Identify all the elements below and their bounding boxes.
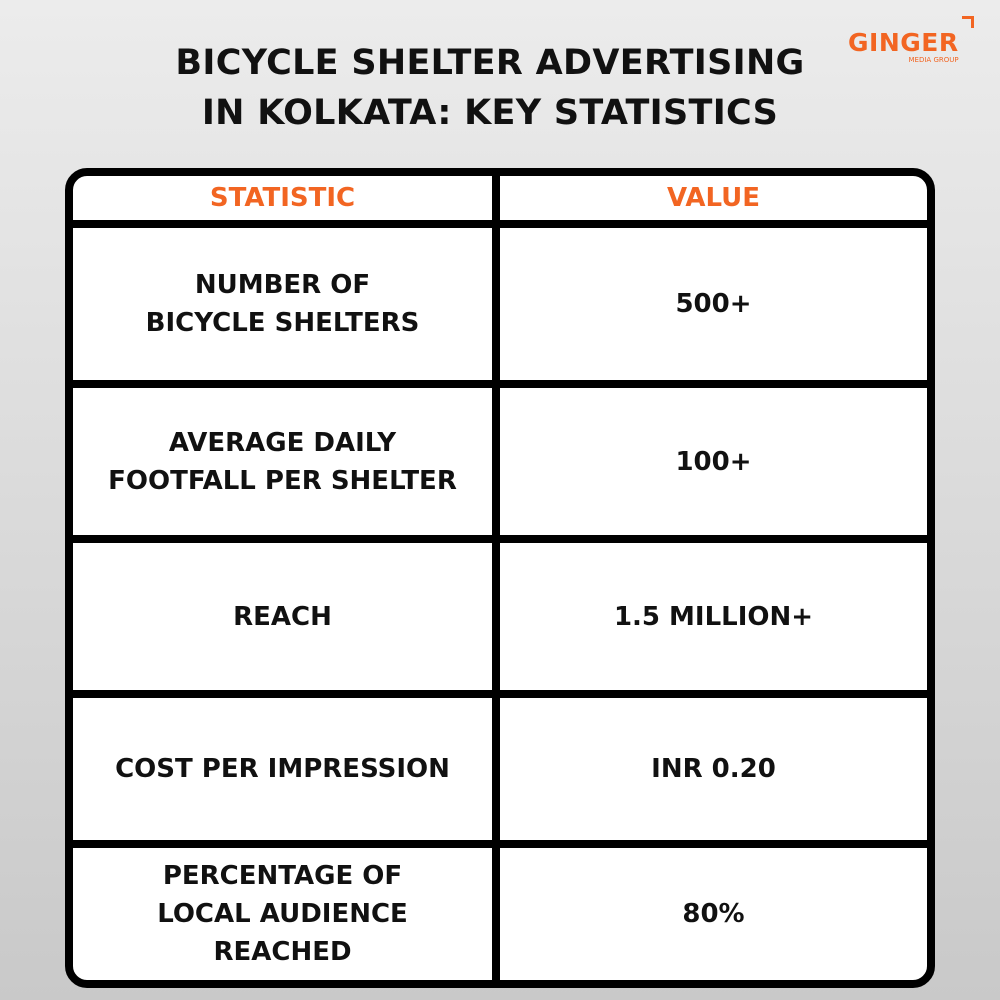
column-header: STATISTIC — [73, 176, 500, 220]
cell-line: 80% — [682, 899, 745, 929]
logo: GINGER MEDIA GROUP — [848, 16, 974, 65]
cell-line: AVERAGE DAILY — [168, 427, 397, 458]
table-row: PERCENTAGE OF LOCAL AUDIENCE REACHED 80% — [73, 840, 927, 980]
logo-icon — [962, 16, 974, 28]
value-cell: 100+ — [500, 388, 927, 535]
cell-line: COST PER IMPRESSION — [115, 754, 450, 784]
cell-line: 500+ — [675, 289, 752, 319]
value-cell: 500+ — [500, 228, 927, 380]
cell-line: REACHED — [213, 937, 352, 967]
cell-line: LOCAL AUDIENCE — [157, 899, 408, 929]
cell-line: REACH — [233, 601, 332, 632]
title: BICYCLE SHELTER ADVERTISING IN KOLKATA: … — [0, 38, 980, 138]
column-header-text: VALUE — [667, 183, 760, 213]
title-line: BICYCLE SHELTER ADVERTISING — [175, 43, 805, 83]
cell-line: PERCENTAGE OF — [162, 861, 403, 891]
cell-line: 1.5 MILLION+ — [613, 601, 814, 632]
statistics-table: STATISTIC VALUE NUMBER OF BICYCLE SHELTERS 5… — [65, 168, 935, 988]
cell-line: BICYCLE SHELTERS — [145, 308, 420, 338]
table-row: NUMBER OF BICYCLE SHELTERS 500+ — [73, 220, 927, 380]
title-line: IN KOLKATA: KEY STATISTICS — [201, 93, 779, 133]
column-header-text: STATISTIC — [209, 183, 356, 213]
statistic-cell: PERCENTAGE OF LOCAL AUDIENCE REACHED — [73, 848, 500, 980]
value-cell: 80% — [500, 848, 927, 980]
header-row: STATISTIC VALUE — [73, 176, 927, 220]
table-row: AVERAGE DAILY FOOTFALL PER SHELTER 100+ — [73, 380, 927, 535]
statistic-cell: COST PER IMPRESSION — [73, 698, 500, 840]
cell-line: FOOTFALL PER SHELTER — [108, 465, 457, 496]
logo-tagline: MEDIA GROUP — [908, 56, 959, 64]
statistic-cell: AVERAGE DAILY FOOTFALL PER SHELTER — [73, 388, 500, 535]
table-row: COST PER IMPRESSION INR 0.20 — [73, 690, 927, 840]
cell-line: INR 0.20 — [651, 754, 776, 784]
cell-line: NUMBER OF — [194, 270, 371, 300]
logo-name: GINGER — [848, 28, 959, 57]
column-header: VALUE — [500, 176, 927, 220]
statistic-cell: REACH — [73, 543, 500, 690]
statistic-cell: NUMBER OF BICYCLE SHELTERS — [73, 228, 500, 380]
value-cell: INR 0.20 — [500, 698, 927, 840]
value-cell: 1.5 MILLION+ — [500, 543, 927, 690]
cell-line: 100+ — [675, 446, 752, 477]
table-row: REACH 1.5 MILLION+ — [73, 535, 927, 690]
